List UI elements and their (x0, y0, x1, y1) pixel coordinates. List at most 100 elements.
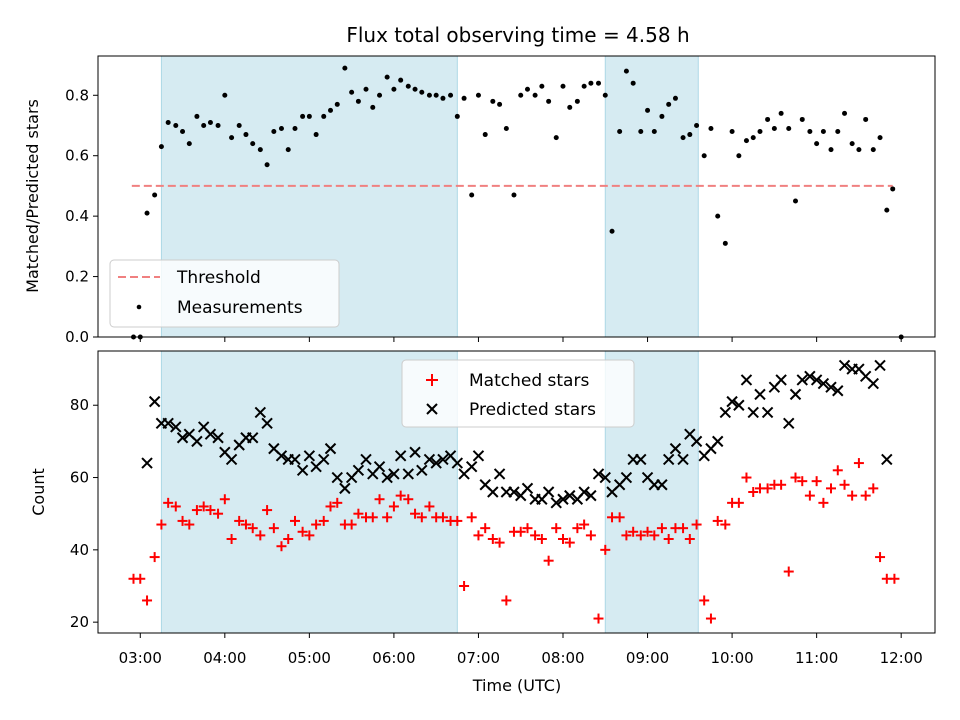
predicted-point-90 (775, 374, 787, 386)
matched-point-3 (149, 552, 160, 563)
measurement-point-74 (651, 129, 657, 135)
matched-point-104 (860, 490, 871, 501)
matched-point-71 (628, 526, 639, 537)
top-ytick-label-3: 0.6 (65, 147, 89, 165)
measurement-point-54 (511, 192, 517, 198)
predicted-point-86 (747, 406, 759, 419)
measurement-point-11 (207, 119, 213, 125)
measurement-point-81 (701, 153, 707, 159)
matched-point-81 (699, 595, 710, 606)
matched-point-5 (163, 497, 174, 508)
matched-point-50 (480, 523, 491, 534)
predicted-point-38 (409, 446, 421, 458)
predicted-point-70 (635, 453, 647, 466)
predicted-point-5 (176, 432, 189, 444)
matched-point-18 (255, 530, 266, 541)
predicted-point-82 (719, 406, 732, 419)
matched-point-74 (649, 530, 660, 541)
predicted-point-52 (508, 486, 520, 498)
top-legend: Threshold Measurements (109, 259, 340, 328)
matched-point-101 (839, 479, 850, 490)
predicted-point-12 (225, 453, 238, 466)
matched-point-84 (720, 519, 731, 530)
measurement-points (131, 65, 904, 340)
top-legend-box (109, 259, 340, 328)
legend-predicted-swatch (426, 403, 438, 415)
matched-point-75 (656, 523, 667, 534)
predicted-point-4 (170, 421, 182, 433)
measurement-point-7 (180, 129, 186, 135)
predicted-point-22 (296, 464, 309, 477)
predicted-point-65 (599, 471, 611, 484)
predicted-point-97 (825, 381, 837, 393)
predicted-point-95 (810, 374, 823, 386)
predicted-point-94 (804, 370, 816, 383)
predicted-point-85 (740, 374, 753, 386)
bottom-ytick-label-0: 20 (70, 613, 89, 631)
predicted-point-3 (162, 417, 174, 430)
measurement-point-58 (539, 83, 545, 89)
matched-point-24 (297, 526, 308, 537)
measurement-point-60 (553, 135, 559, 141)
matched-point-80 (691, 519, 702, 530)
matched-point-64 (579, 519, 590, 530)
matched-point-28 (325, 501, 336, 512)
predicted-point-0 (141, 457, 153, 469)
measurement-point-17 (250, 141, 256, 147)
predicted-point-30 (352, 464, 365, 477)
matched-point-67 (600, 544, 611, 555)
measurement-point-65 (588, 80, 594, 86)
predicted-point-17 (261, 417, 273, 430)
predicted-point-27 (331, 471, 343, 484)
matched-point-69 (614, 512, 625, 523)
matched-point-102 (847, 490, 858, 501)
measurement-point-56 (524, 86, 530, 92)
matched-point-21 (276, 541, 287, 552)
predicted-point-10 (212, 432, 224, 444)
measurement-point-96 (807, 129, 813, 135)
legend-measurements-swatch (136, 304, 142, 310)
matched-point-86 (733, 497, 744, 508)
measurement-point-52 (497, 101, 503, 107)
legend-measurements-label: Measurements (177, 298, 303, 318)
xtick-label-1: 04:00 (203, 649, 246, 667)
predicted-point-91 (783, 417, 795, 430)
measurement-point-70 (623, 68, 629, 74)
matched-point-108 (889, 573, 900, 584)
measurement-point-67 (602, 92, 608, 98)
x-axis-label: Time (UTC) (472, 676, 561, 695)
measurement-point-83 (715, 213, 721, 219)
matched-point-52 (494, 537, 505, 548)
measurement-point-18 (257, 147, 263, 153)
predicted-point-59 (557, 493, 569, 505)
bottom-legend: Matched stars Predicted stars (401, 359, 635, 428)
measurement-point-19 (264, 162, 270, 168)
measurement-point-34 (370, 104, 376, 110)
xtick-label-7: 10:00 (710, 649, 753, 667)
top-ytick-label-4: 0.8 (65, 86, 89, 104)
measurement-point-44 (440, 95, 446, 101)
matched-point-103 (853, 458, 864, 469)
matched-point-23 (289, 515, 300, 526)
top-ytick-label-0: 0.0 (65, 328, 89, 346)
xtick-label-3: 06:00 (372, 649, 415, 667)
measurement-point-43 (433, 92, 439, 98)
matched-point-14 (226, 534, 237, 544)
matched-point-38 (395, 490, 406, 501)
matched-point-79 (684, 534, 695, 544)
measurement-point-102 (849, 141, 855, 147)
bottom-axes-frame (97, 350, 936, 634)
matched-point-88 (748, 487, 759, 497)
measurement-point-103 (856, 147, 862, 153)
xtick-label-6: 09:00 (626, 649, 669, 667)
matched-point-60 (551, 523, 562, 534)
measurement-point-85 (729, 129, 735, 135)
measurement-point-47 (461, 95, 467, 101)
predicted-point-104 (874, 359, 886, 372)
matched-point-15 (234, 515, 245, 526)
predicted-point-84 (733, 399, 745, 411)
predicted-point-21 (289, 453, 301, 466)
predicted-point-87 (754, 388, 766, 401)
measurement-point-82 (708, 126, 714, 132)
matched-point-31 (346, 519, 357, 530)
